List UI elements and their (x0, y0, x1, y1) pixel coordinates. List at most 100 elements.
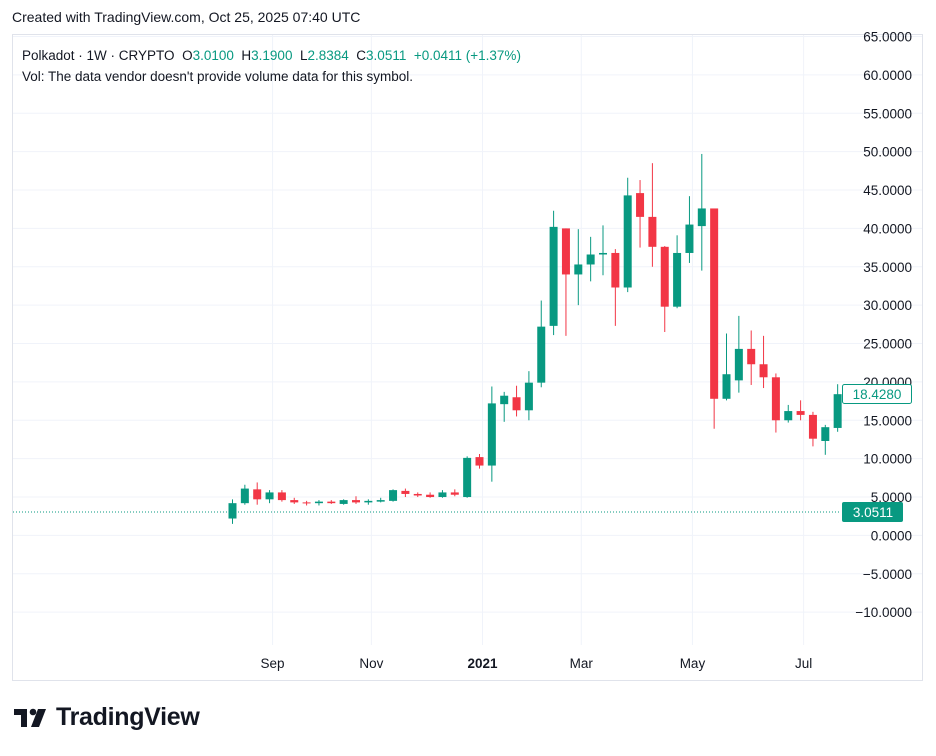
close-value: 3.0511 (366, 48, 407, 63)
candle-up (537, 300, 546, 388)
candle-body (302, 502, 311, 504)
candle-up (500, 391, 509, 422)
candle-body (586, 254, 595, 265)
candle-body (314, 501, 323, 504)
candle-body (240, 488, 249, 504)
candle-up (389, 489, 398, 502)
candle-up (463, 456, 472, 498)
close-label: C (356, 48, 367, 63)
candle-body (376, 500, 385, 502)
candle-down (512, 385, 521, 417)
candle-body (265, 492, 274, 500)
candle-body (660, 246, 669, 307)
candle-body (500, 395, 509, 405)
candle-body (648, 216, 657, 247)
chart-legend: Polkadot · 1W · CRYPTO O3.0100 H3.1900 L… (22, 45, 521, 87)
low-value: 2.8384 (307, 48, 349, 63)
x-tick-label: Mar (570, 656, 594, 671)
candle-body (426, 494, 435, 498)
candle-down (771, 373, 780, 433)
y-tick-label: 30.0000 (863, 298, 912, 313)
candle-down (660, 246, 669, 333)
series-price-label: 18.4280 (842, 383, 912, 404)
candle-body (352, 500, 360, 503)
candle-body (685, 224, 694, 253)
candle-up (364, 499, 373, 505)
candle-down (290, 497, 299, 504)
symbol-name[interactable]: Polkadot · 1W · CRYPTO (22, 48, 175, 63)
ohlc-row: Polkadot · 1W · CRYPTO O3.0100 H3.1900 L… (22, 45, 521, 66)
grid-lines (13, 35, 922, 645)
x-tick-label: Nov (359, 656, 383, 671)
candle-down (611, 249, 620, 326)
candle-body (512, 397, 521, 411)
candle-down (808, 411, 817, 447)
y-tick-label: 35.0000 (863, 260, 912, 275)
y-tick-label: 10.0000 (863, 452, 912, 467)
price-label-box (842, 501, 903, 522)
y-tick-label: −5.0000 (863, 567, 912, 582)
candle-down (636, 180, 645, 248)
candle-down (327, 500, 336, 504)
candle-down (253, 482, 262, 505)
candle-down (352, 496, 360, 504)
candle-down (475, 454, 484, 469)
candle-up (734, 315, 743, 393)
y-tick-label: −10.0000 (855, 605, 912, 620)
x-tick-label: Sep (261, 656, 285, 671)
volume-note: Vol: The data vendor doesn't provide vol… (22, 69, 414, 84)
candle-up (487, 386, 496, 482)
candle-body (364, 500, 373, 503)
open-label: O (182, 48, 193, 63)
candle-body (475, 457, 484, 466)
y-tick-label: 65.0000 (863, 30, 912, 45)
candle-body (623, 195, 632, 288)
price-labels: 18.4280 3.0511 (842, 383, 912, 522)
candle-body (438, 492, 447, 498)
candle-up (376, 497, 385, 503)
candle-down (450, 489, 459, 497)
candle-down (401, 488, 410, 498)
candle-body (537, 326, 546, 383)
candle-body (574, 264, 583, 275)
candle-body (487, 403, 496, 466)
y-tick-label: 40.0000 (863, 221, 912, 236)
candle-up (228, 499, 237, 524)
candle-body (561, 228, 570, 275)
y-tick-label: 5.0000 (871, 490, 912, 505)
candle-up (438, 490, 447, 498)
x-tick-label: 2021 (467, 656, 498, 671)
price-label-text: 18.4280 (853, 387, 902, 402)
candle-up (586, 236, 595, 282)
candle-body (673, 252, 682, 307)
candle-up (339, 499, 348, 505)
candle-body (710, 208, 719, 399)
candle-body (771, 377, 780, 421)
candle-body (722, 374, 731, 399)
candle-body (734, 348, 743, 381)
y-tick-label: 60.0000 (863, 68, 912, 83)
candle-body (796, 411, 805, 415)
candle-body (833, 394, 842, 428)
candle-body (611, 252, 620, 288)
candle-up (574, 229, 583, 306)
x-tick-label: May (680, 656, 706, 671)
candle-down (648, 163, 657, 267)
change-value: +0.0411 (+1.37%) (413, 48, 521, 63)
open-value: 3.0100 (192, 48, 234, 63)
candle-down (413, 492, 422, 498)
candle-up (673, 235, 682, 309)
candle-body (808, 414, 817, 439)
tradingview-logo[interactable]: TradingView (14, 703, 200, 732)
y-tick-label: 25.0000 (863, 337, 912, 352)
y-tick-label: 0.0000 (871, 528, 912, 543)
candle-up (623, 177, 632, 293)
candle-up (599, 225, 607, 276)
x-tick-label: Jul (795, 656, 812, 671)
tradingview-logo-icon (14, 708, 46, 727)
candle-body (784, 411, 793, 421)
y-tick-label: 50.0000 (863, 145, 912, 160)
candle-body (228, 503, 237, 519)
candle-down (277, 490, 286, 502)
